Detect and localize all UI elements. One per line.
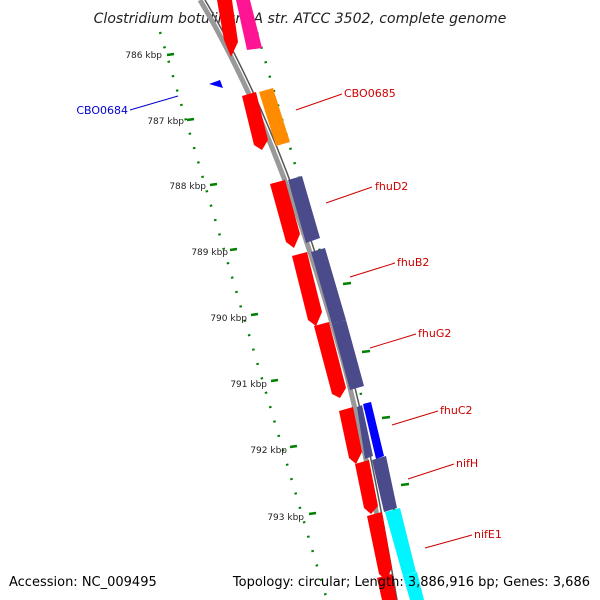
- gene-label-nifE1[interactable]: nifE1: [424, 528, 502, 549]
- ruler-tick: 793 kbp: [267, 511, 317, 523]
- ruler-tick: 791 kbp: [230, 378, 279, 390]
- genome-summary-text: Topology: circular; Length: 3,886,916 bp…: [232, 575, 590, 590]
- ruler-tick: 790 kbp: [210, 312, 259, 324]
- outer-ruler-tick: [342, 281, 352, 286]
- ruler-tick-label: 789 kbp: [191, 248, 228, 258]
- cds-feature: [217, 0, 238, 57]
- gene-label-text[interactable]: nifE1: [474, 528, 502, 541]
- gene-label-text[interactable]: nifH: [456, 457, 478, 470]
- gene-label-text[interactable]: fhuD2: [375, 180, 408, 193]
- cog-feature: [288, 176, 320, 243]
- cds-feature: [377, 574, 397, 600]
- cog-feature: [385, 508, 416, 576]
- cog-feature: [311, 248, 346, 324]
- cog-feature: [403, 572, 424, 600]
- gene-label-text[interactable]: fhuC2: [440, 404, 473, 417]
- gene-label-text[interactable]: fhuB2: [397, 256, 429, 269]
- ruler-tick-label: 788 kbp: [169, 182, 206, 192]
- ruler-tick: 792 kbp: [250, 444, 298, 456]
- cds-feature: [209, 80, 223, 88]
- outer-ruler-tick: [381, 415, 391, 420]
- cds-feature: [242, 92, 268, 150]
- ruler-tick-label: 786 kbp: [125, 51, 162, 61]
- cds-feature: [292, 252, 322, 326]
- ruler-tick: 787 kbp: [147, 117, 195, 127]
- accession-text: Accession: NC_009495: [9, 575, 157, 590]
- gene-label-text[interactable]: CBO0684: [76, 104, 128, 117]
- feature-tracks: [209, 0, 424, 600]
- gene-label-text[interactable]: fhuG2: [418, 327, 451, 340]
- gene-label-fhuD2[interactable]: fhuD2: [325, 180, 408, 204]
- ruler-tick-label: 787 kbp: [147, 117, 184, 127]
- ruler-tick-label: 790 kbp: [210, 314, 247, 324]
- ruler-tick: 788 kbp: [169, 182, 218, 192]
- cog-feature: [357, 405, 373, 459]
- cds-feature: [367, 512, 392, 580]
- gene-label-fhuB2[interactable]: fhuB2: [349, 256, 429, 278]
- ruler-tick-label: 791 kbp: [230, 380, 267, 390]
- ruler-tick: 789 kbp: [191, 247, 238, 258]
- gene-label-fhuC2[interactable]: fhuC2: [391, 404, 473, 426]
- cog-feature: [236, 0, 262, 50]
- gene-label-CBO0685[interactable]: CBO0685: [295, 87, 396, 111]
- cog-feature: [363, 402, 384, 459]
- outer-ruler-tick: [400, 482, 410, 487]
- ruler-tick-label: 792 kbp: [250, 446, 287, 456]
- gene-label-nifH[interactable]: nifH: [407, 457, 478, 480]
- map-title: Clostridium botulinum A str. ATCC 3502, …: [94, 11, 507, 27]
- cds-feature: [314, 322, 346, 398]
- gene-label-CBO0684[interactable]: CBO0684: [76, 95, 179, 117]
- cds-feature: [270, 180, 300, 248]
- gene-label-fhuG2[interactable]: fhuG2: [369, 327, 451, 349]
- cog-feature: [372, 456, 397, 512]
- ruler: 786 kbp 787 kbp 788 kbp 789 kbp 790 kbp …: [125, 17, 422, 600]
- outer-ruler-tick: [361, 349, 371, 354]
- ruler-tick: 786 kbp: [125, 51, 175, 61]
- ruler-tick-label: 793 kbp: [267, 513, 304, 523]
- cds-feature: [339, 407, 362, 464]
- cds-feature: [355, 460, 378, 514]
- cog-feature: [259, 88, 290, 146]
- cog-feature: [332, 320, 364, 390]
- gene-label-text[interactable]: CBO0685: [344, 87, 396, 100]
